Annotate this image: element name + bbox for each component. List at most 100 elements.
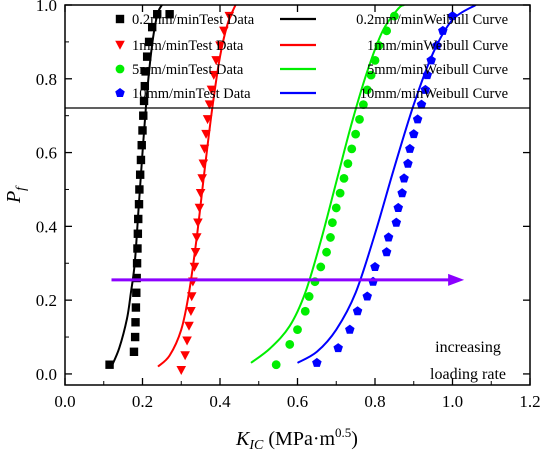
legend-label: 10mm/minTest Data <box>132 86 251 102</box>
legend-marker <box>115 40 125 50</box>
data-point <box>408 129 419 139</box>
legend-marker <box>115 88 125 98</box>
y-axis-title-symbol: P <box>3 191 25 204</box>
x-axis-title-unit: (MPa·m <box>263 428 335 450</box>
data-point <box>202 115 213 125</box>
data-point <box>327 218 337 228</box>
data-point <box>304 292 314 301</box>
annotation-line-2: loading rate <box>430 366 506 383</box>
data-point <box>399 173 409 183</box>
data-point <box>206 85 217 95</box>
data-point <box>358 100 368 110</box>
data-point <box>351 129 361 139</box>
data-point <box>204 100 215 110</box>
legend: 0.2mm/minTest Data 1mm/minTest Data 5mm/mi… <box>65 12 530 109</box>
data-point <box>322 247 331 257</box>
series-5 <box>250 5 405 364</box>
series-7 <box>297 5 477 364</box>
series-layer <box>105 5 477 376</box>
legend-label: 1mm/minTest Data <box>132 38 244 54</box>
y-axis-title: Pf <box>3 185 29 204</box>
data-point <box>180 351 190 361</box>
weibull-curve-line <box>157 5 237 368</box>
data-point <box>130 332 140 342</box>
data-point <box>347 144 357 154</box>
x-axis-title: KIC (MPa·m0.5) <box>235 425 358 453</box>
data-point <box>132 259 142 268</box>
data-point <box>141 67 150 76</box>
x-axis-title-symbol: K <box>235 428 251 450</box>
y-tick-label: 0.0 <box>36 365 57 384</box>
series-1 <box>110 5 163 367</box>
data-point <box>370 261 380 271</box>
y-tick-label: 0.4 <box>36 217 58 236</box>
x-axis-title-exponent: 0.5 <box>335 425 351 440</box>
data-point <box>300 306 310 316</box>
data-point <box>131 303 141 312</box>
x-axis-title-close: ) <box>351 428 358 450</box>
data-point <box>142 52 152 61</box>
y-tick-label: 1.0 <box>36 0 57 15</box>
y-tick-label: 0.6 <box>36 144 57 163</box>
data-point <box>293 325 302 335</box>
data-point <box>139 111 148 120</box>
data-point <box>393 202 404 212</box>
series-4 <box>271 11 399 370</box>
axes: 0.0 0.2 0.4 0.6 0.8 1.0 1.2 0.0 0.2 0.4 0.6 0.8 1.0 K… <box>3 0 541 453</box>
x-tick-label: 0.8 <box>364 392 385 411</box>
data-point <box>209 70 219 80</box>
data-point <box>138 126 147 135</box>
y-axis-title-subscript: f <box>14 185 29 191</box>
data-point <box>285 340 295 349</box>
data-point <box>105 360 114 369</box>
data-point <box>405 143 415 153</box>
data-point <box>391 217 402 227</box>
x-tick-label: 0.4 <box>209 392 231 411</box>
data-point <box>182 336 192 346</box>
annotation-layer: increasing loading rate <box>111 273 506 383</box>
data-point <box>343 159 353 169</box>
data-point <box>132 273 141 283</box>
data-point <box>339 173 349 183</box>
data-point <box>186 307 196 317</box>
data-point <box>420 84 431 94</box>
x-tick-label: 0.0 <box>54 392 75 411</box>
weibull-curve-line <box>297 5 477 364</box>
legend-label: 0.2mm/minTest Data <box>132 12 255 28</box>
legend-marker <box>115 14 125 24</box>
data-point <box>403 158 413 168</box>
data-point <box>326 233 335 242</box>
x-tick-label: 0.2 <box>132 392 153 411</box>
data-point <box>316 262 326 272</box>
data-point <box>133 244 142 253</box>
data-point <box>129 347 139 356</box>
data-point <box>331 203 341 213</box>
data-point <box>131 318 140 327</box>
data-point <box>211 56 221 66</box>
data-point <box>381 247 392 257</box>
weibull-curve-line <box>250 5 405 364</box>
data-point <box>136 155 146 165</box>
x-tick-label: 1.0 <box>442 392 463 411</box>
data-point <box>176 366 187 376</box>
series-3 <box>157 5 237 368</box>
data-point <box>355 114 364 124</box>
data-point <box>165 10 174 19</box>
data-point <box>397 188 407 198</box>
data-point <box>137 140 146 150</box>
data-point <box>140 81 150 91</box>
data-point <box>132 288 141 297</box>
legend-label: 0.2mm/minWeibull Curve <box>356 12 508 28</box>
x-axis-title-subscript: IC <box>248 438 264 453</box>
legend-label: 5mm/minTest Data <box>132 62 244 78</box>
data-point <box>271 360 281 370</box>
data-point <box>352 306 363 316</box>
y-tick-label: 0.2 <box>36 291 57 310</box>
data-point <box>366 70 376 80</box>
legend-label: 1mm/minWeibull Curve <box>367 38 508 54</box>
data-point <box>362 291 373 301</box>
data-point <box>389 11 399 21</box>
data-point <box>362 85 372 95</box>
